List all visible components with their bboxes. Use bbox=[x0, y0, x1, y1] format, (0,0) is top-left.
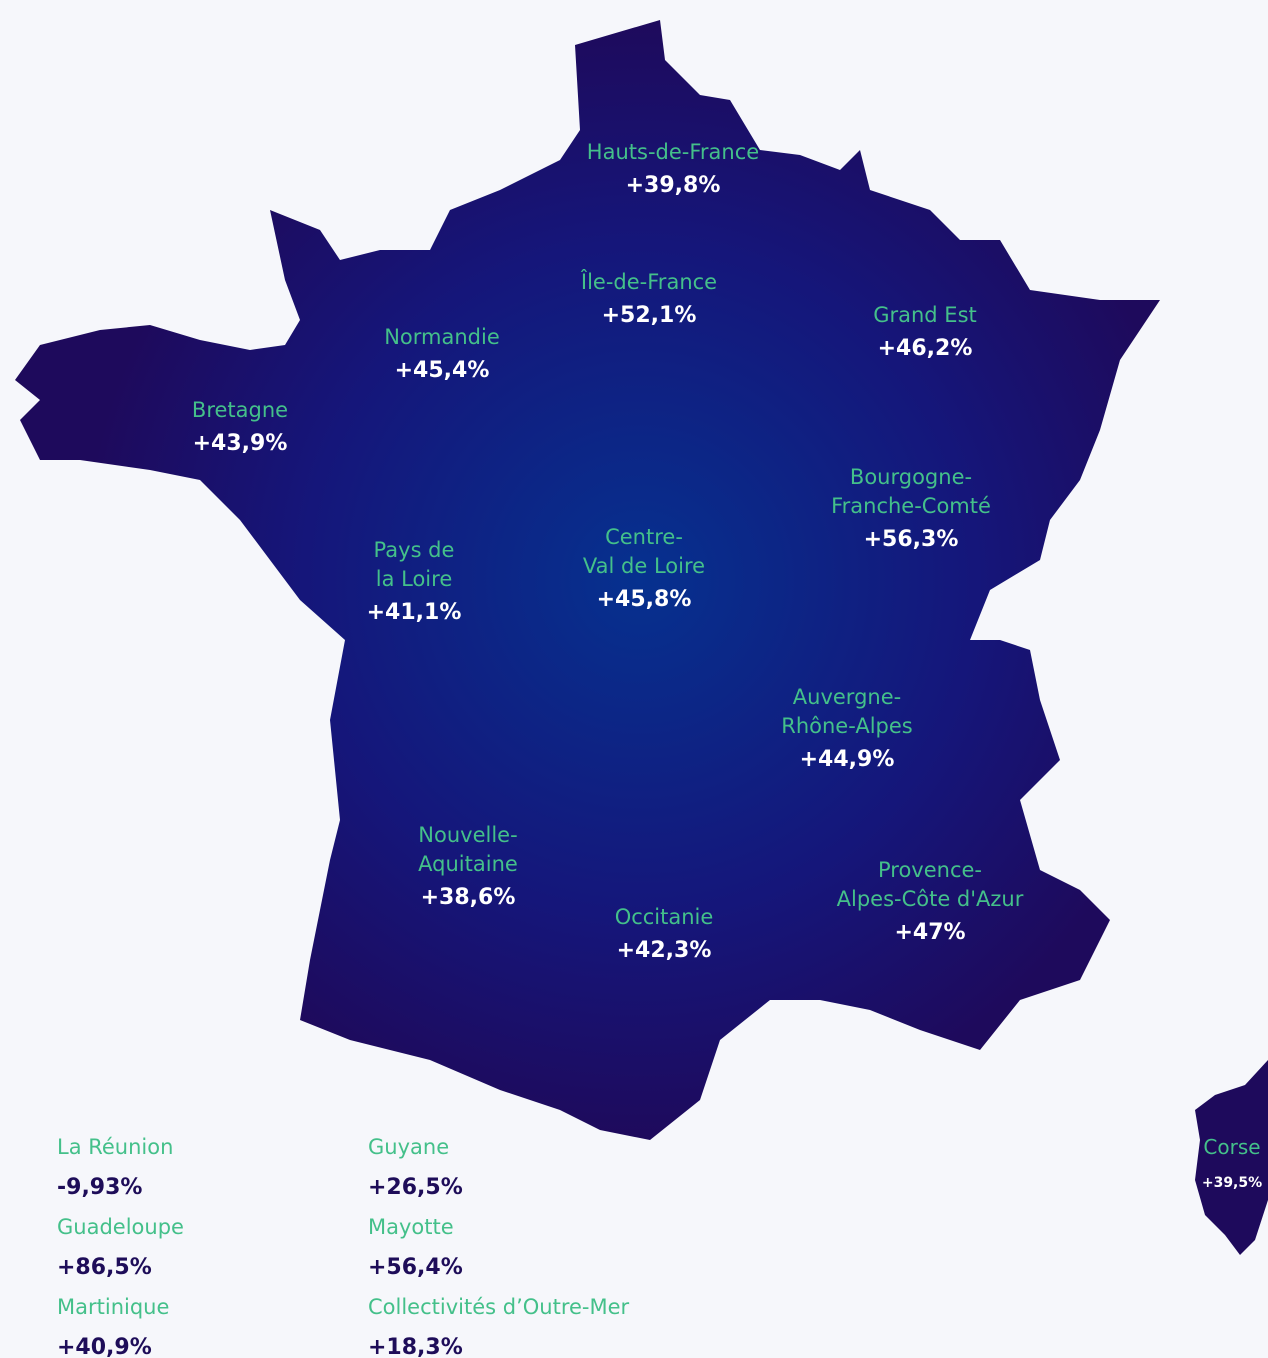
overseas-value: +40,9% bbox=[57, 1335, 152, 1358]
region-value: +39,5% bbox=[1202, 1175, 1262, 1191]
region-value: +42,3% bbox=[617, 938, 712, 963]
region-name: Val de Loire bbox=[583, 554, 705, 578]
france-mainland bbox=[15, 20, 1160, 1140]
region-value: +44,9% bbox=[800, 747, 895, 772]
region-value: +39,8% bbox=[626, 173, 721, 198]
region-name: Corse bbox=[1203, 1135, 1260, 1159]
region-name: Rhône-Alpes bbox=[781, 714, 913, 738]
region-name: la Loire bbox=[376, 567, 452, 591]
overseas-name: La Réunion bbox=[57, 1135, 173, 1159]
overseas-name: Martinique bbox=[57, 1295, 169, 1319]
region-value: +43,9% bbox=[193, 431, 288, 456]
region-name: Bourgogne- bbox=[850, 465, 972, 489]
overseas-name: Mayotte bbox=[368, 1215, 454, 1239]
corsica bbox=[1195, 1060, 1268, 1255]
region-value: +47% bbox=[894, 920, 965, 945]
overseas-name: Collectivités d’Outre-Mer bbox=[368, 1295, 630, 1319]
region-value: +56,3% bbox=[864, 527, 959, 552]
region-name: Grand Est bbox=[873, 303, 977, 327]
region-value: +38,6% bbox=[421, 885, 516, 910]
overseas-name: Guadeloupe bbox=[57, 1215, 184, 1239]
region-name: Nouvelle- bbox=[418, 823, 517, 847]
overseas-value: -9,93% bbox=[57, 1175, 142, 1200]
overseas-value: +18,3% bbox=[368, 1335, 463, 1358]
overseas-value: +86,5% bbox=[57, 1255, 152, 1280]
overseas-value: +56,4% bbox=[368, 1255, 463, 1280]
region-name: Alpes-Côte d'Azur bbox=[837, 887, 1024, 911]
region-name: Île-de-France bbox=[580, 269, 717, 294]
overseas-name: Guyane bbox=[368, 1135, 449, 1159]
region-name: Franche-Comté bbox=[831, 494, 991, 518]
region-name: Hauts-de-France bbox=[587, 140, 759, 164]
region-name: Auvergne- bbox=[793, 685, 901, 709]
region-value: +45,4% bbox=[395, 358, 490, 383]
region-name: Normandie bbox=[384, 325, 500, 349]
region-name: Occitanie bbox=[615, 905, 714, 929]
region-name: Pays de bbox=[374, 538, 455, 562]
overseas-value: +26,5% bbox=[368, 1175, 463, 1200]
region-name: Provence- bbox=[878, 858, 982, 882]
region-value: +46,2% bbox=[878, 336, 973, 361]
region-name: Aquitaine bbox=[418, 852, 518, 876]
region-value: +41,1% bbox=[367, 600, 462, 625]
region-value: +45,8% bbox=[597, 587, 692, 612]
region-value: +52,1% bbox=[602, 303, 697, 328]
region-name: Centre- bbox=[605, 525, 683, 549]
region-name: Bretagne bbox=[192, 398, 288, 422]
